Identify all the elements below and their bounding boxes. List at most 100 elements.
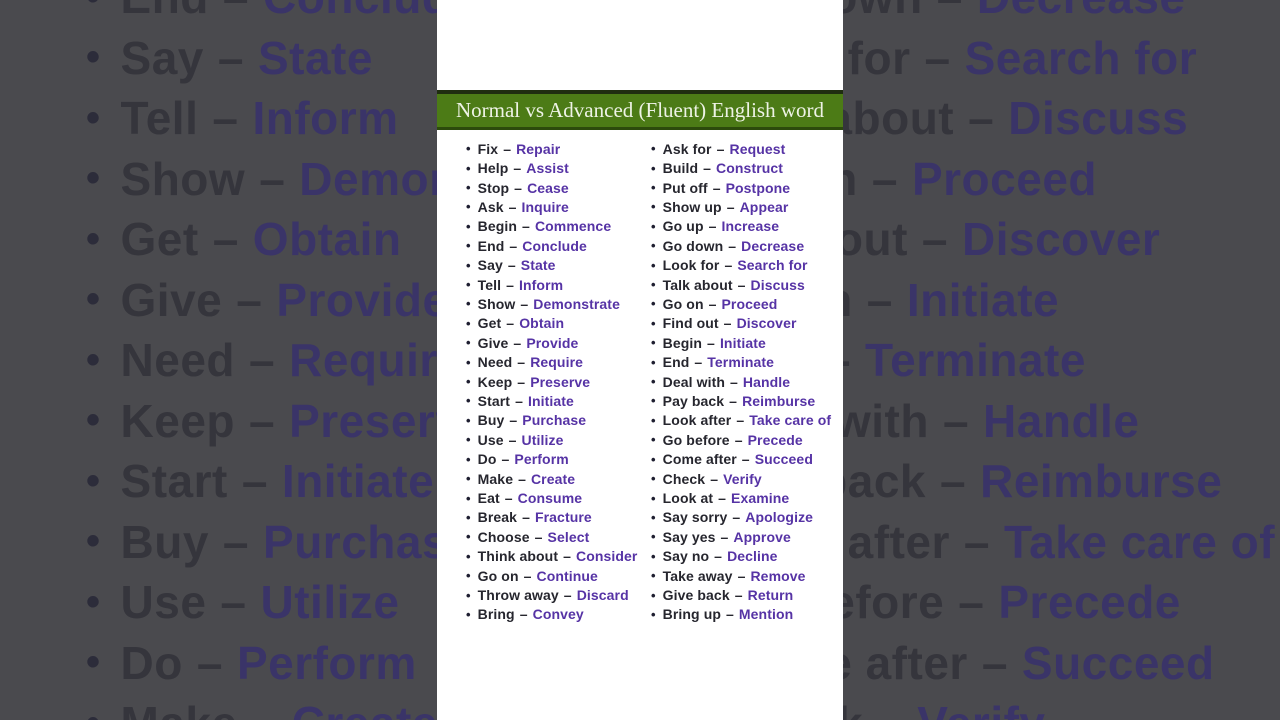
dash-separator: –	[563, 548, 571, 565]
advanced-word: Perform	[236, 636, 417, 689]
dash-separator: –	[252, 696, 278, 720]
list-item: • Say no – Decline	[651, 547, 831, 566]
list-item: • Show–Demonstrate	[466, 294, 637, 313]
dash-separator: –	[708, 295, 717, 312]
advanced-word: Demonstrate	[533, 295, 620, 312]
list-item: • Go up – Increase	[651, 217, 831, 236]
list-item: • Say – State	[86, 28, 586, 89]
normal-word: Deal with	[662, 373, 726, 390]
normal-word: End	[477, 237, 505, 254]
normal-word: Go up	[662, 218, 704, 235]
normal-word: Say	[120, 31, 204, 84]
dash-separator: –	[871, 152, 898, 205]
advanced-word: Decline	[727, 548, 778, 565]
advanced-word: Precede	[998, 576, 1181, 629]
advanced-word: Discuss	[1008, 92, 1189, 145]
bullet-icon: •	[651, 199, 656, 215]
normal-word: Fix	[477, 140, 499, 157]
bullet-icon: •	[466, 238, 471, 254]
bullet-icon: •	[466, 335, 471, 351]
list-item: • End–Terminate	[651, 352, 831, 371]
list-item: • Tell – Inform	[466, 275, 637, 294]
bullet-icon: •	[651, 451, 656, 467]
normal-word: Say yes	[662, 528, 716, 545]
list-item: • Stop – Cease	[466, 178, 637, 197]
dash-separator: –	[513, 334, 522, 351]
advanced-word: Decrease	[741, 237, 805, 254]
list-item: • Need – Require	[86, 330, 586, 391]
dash-separator: –	[703, 160, 712, 177]
normal-word: Buy	[477, 412, 505, 429]
normal-word: Keep	[477, 373, 513, 390]
dash-separator: –	[212, 92, 239, 145]
bullet-icon: •	[651, 141, 656, 157]
advanced-word: Verify	[723, 470, 762, 487]
list-item: • Look at – Examine	[651, 488, 831, 507]
bullet-icon: •	[651, 238, 656, 254]
dash-separator: –	[501, 451, 510, 468]
list-item: • Give – Provide	[466, 333, 637, 352]
dash-separator: –	[968, 92, 995, 145]
advanced-word: Consider	[575, 548, 638, 565]
dash-separator: –	[259, 152, 286, 205]
bullet-icon: •	[86, 35, 101, 80]
advanced-word: Convey	[532, 606, 584, 623]
dash-separator: –	[241, 455, 268, 508]
advanced-word: State	[520, 257, 556, 274]
advanced-word: Construct	[716, 160, 784, 177]
bullet-icon: •	[651, 296, 656, 312]
normal-word: Pay back	[662, 392, 725, 409]
normal-word: Go down	[662, 237, 724, 254]
list-item: • Talk about–Discuss	[651, 275, 831, 294]
list-item: • Help – Assist	[466, 158, 637, 177]
normal-word: Come after	[662, 451, 737, 468]
bullet-icon: •	[466, 374, 471, 390]
advanced-word: Return	[747, 587, 794, 604]
advanced-word: Search for	[964, 31, 1198, 84]
advanced-word: Proceed	[911, 152, 1097, 205]
list-item: • Go before–Precede	[651, 430, 831, 449]
normal-word: Get	[120, 213, 199, 266]
dash-separator: –	[921, 213, 948, 266]
advanced-word: Perform	[514, 451, 569, 468]
dash-separator: –	[726, 198, 735, 215]
dash-separator: –	[732, 509, 741, 526]
dash-separator: –	[712, 179, 721, 196]
dash-separator: –	[694, 354, 703, 371]
dash-separator: –	[714, 548, 723, 565]
bullet-icon: •	[651, 568, 656, 584]
bullet-icon: •	[651, 412, 656, 428]
list-item: • Buy – Purchase	[466, 411, 637, 430]
normal-word: Buy	[120, 515, 209, 568]
list-item: • Throw away – Discard	[466, 585, 637, 604]
bullet-icon: •	[651, 548, 656, 564]
advanced-word: Request	[729, 140, 786, 157]
list-item: • Make–Create	[466, 469, 637, 488]
normal-word: Find out	[662, 315, 719, 332]
dash-separator: –	[716, 140, 725, 157]
bullet-icon: •	[466, 180, 471, 196]
normal-word: Get	[477, 315, 502, 332]
advanced-word: Appear	[739, 198, 789, 215]
word-list-right: • Ask for – Request • Build – Construct • Put off…	[651, 139, 831, 624]
advanced-word: Approve	[733, 528, 791, 545]
bullet-icon: •	[466, 432, 471, 448]
advanced-word: Assist	[526, 160, 569, 177]
dash-separator: –	[534, 528, 543, 545]
dash-separator: –	[217, 31, 244, 84]
list-item: • Do – Perform	[466, 450, 637, 469]
normal-word: Think about	[477, 548, 559, 565]
list-item: • Bring up – Mention	[651, 605, 831, 624]
dash-separator: –	[222, 515, 250, 568]
list-item: • Choose – Select	[466, 527, 637, 546]
dash-separator: –	[514, 179, 523, 196]
normal-word: Build	[662, 160, 699, 177]
dash-separator: –	[520, 295, 529, 312]
dash-separator: –	[737, 567, 746, 584]
bullet-icon: •	[651, 315, 656, 331]
dash-separator: –	[518, 470, 526, 487]
advanced-word: Consume	[517, 490, 583, 507]
dash-separator: –	[981, 636, 1008, 689]
dash-separator: –	[249, 334, 276, 387]
dash-separator: –	[513, 160, 522, 177]
